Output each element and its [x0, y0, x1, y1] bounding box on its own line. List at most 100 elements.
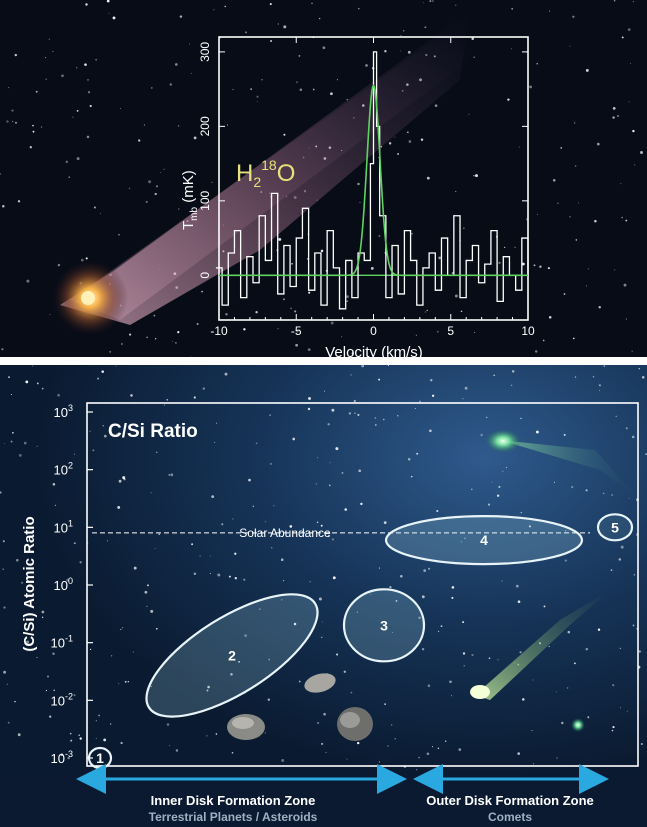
star: [221, 523, 224, 526]
star: [32, 365, 34, 367]
star: [619, 707, 622, 709]
star: [133, 566, 137, 570]
star: [2, 204, 5, 208]
star: [18, 454, 22, 457]
star: [206, 689, 209, 692]
star: [85, 3, 88, 6]
star: [556, 757, 558, 759]
star: [357, 182, 360, 186]
star: [79, 737, 82, 740]
star: [384, 50, 387, 53]
star: [555, 691, 557, 693]
star: [424, 311, 427, 313]
star: [174, 63, 178, 66]
star: [411, 233, 413, 235]
star: [168, 474, 170, 476]
star: [553, 481, 556, 483]
star: [26, 640, 30, 644]
star: [243, 578, 246, 581]
star: [350, 691, 353, 694]
star: [217, 573, 221, 577]
star: [369, 594, 371, 595]
star: [620, 183, 622, 185]
star: [112, 16, 116, 20]
star: [49, 715, 52, 718]
star: [359, 201, 361, 204]
star: [118, 683, 120, 685]
region-3: 3: [342, 588, 426, 663]
star: [552, 179, 556, 182]
star: [548, 645, 550, 648]
star: [418, 616, 421, 620]
star: [521, 262, 525, 266]
star: [487, 503, 491, 506]
star: [632, 1, 634, 3]
ratio-title: C/Si Ratio: [108, 421, 198, 442]
star: [566, 687, 569, 689]
star: [52, 50, 54, 52]
star: [169, 652, 171, 654]
star: [329, 462, 331, 464]
star: [438, 630, 440, 632]
star: [103, 738, 107, 742]
star: [110, 723, 112, 725]
star: [209, 573, 211, 574]
star: [627, 28, 631, 31]
star: [299, 88, 303, 91]
star: [621, 36, 624, 39]
star: [421, 647, 425, 651]
star: [118, 234, 120, 236]
star: [350, 374, 352, 376]
star: [611, 729, 614, 732]
star: [6, 120, 9, 123]
star: [280, 558, 284, 561]
star: [2, 540, 5, 543]
star: [166, 398, 169, 401]
star: [351, 352, 354, 355]
star: [450, 695, 453, 697]
star: [440, 625, 443, 628]
star: [278, 237, 282, 241]
star: [130, 394, 133, 397]
star: [383, 521, 387, 524]
region-5: 5: [596, 513, 634, 542]
star: [258, 608, 261, 610]
star: [407, 131, 409, 134]
star: [292, 437, 296, 441]
star: [155, 451, 158, 454]
star: [400, 50, 402, 52]
star: [327, 535, 330, 537]
star: [354, 412, 356, 414]
star: [21, 581, 24, 584]
star: [86, 135, 90, 139]
star: [533, 763, 535, 765]
star: [330, 321, 334, 325]
star: [36, 382, 39, 385]
star: [328, 484, 331, 487]
star: [318, 17, 321, 20]
star: [426, 176, 430, 180]
star: [455, 4, 457, 6]
top-panel: [0, 0, 647, 357]
star: [331, 408, 335, 412]
star: [422, 2, 424, 4]
star: [87, 91, 91, 94]
star: [78, 734, 80, 736]
star: [95, 720, 97, 722]
star: [69, 732, 72, 735]
star: [348, 412, 352, 415]
star: [11, 394, 12, 395]
star: [318, 597, 322, 601]
star: [129, 333, 132, 336]
star: [614, 269, 616, 271]
star: [486, 416, 488, 419]
star: [296, 330, 299, 333]
star: [400, 35, 402, 36]
star: [599, 390, 601, 391]
star: [17, 733, 21, 737]
star: [331, 538, 335, 541]
star: [621, 216, 623, 219]
star: [625, 219, 628, 222]
